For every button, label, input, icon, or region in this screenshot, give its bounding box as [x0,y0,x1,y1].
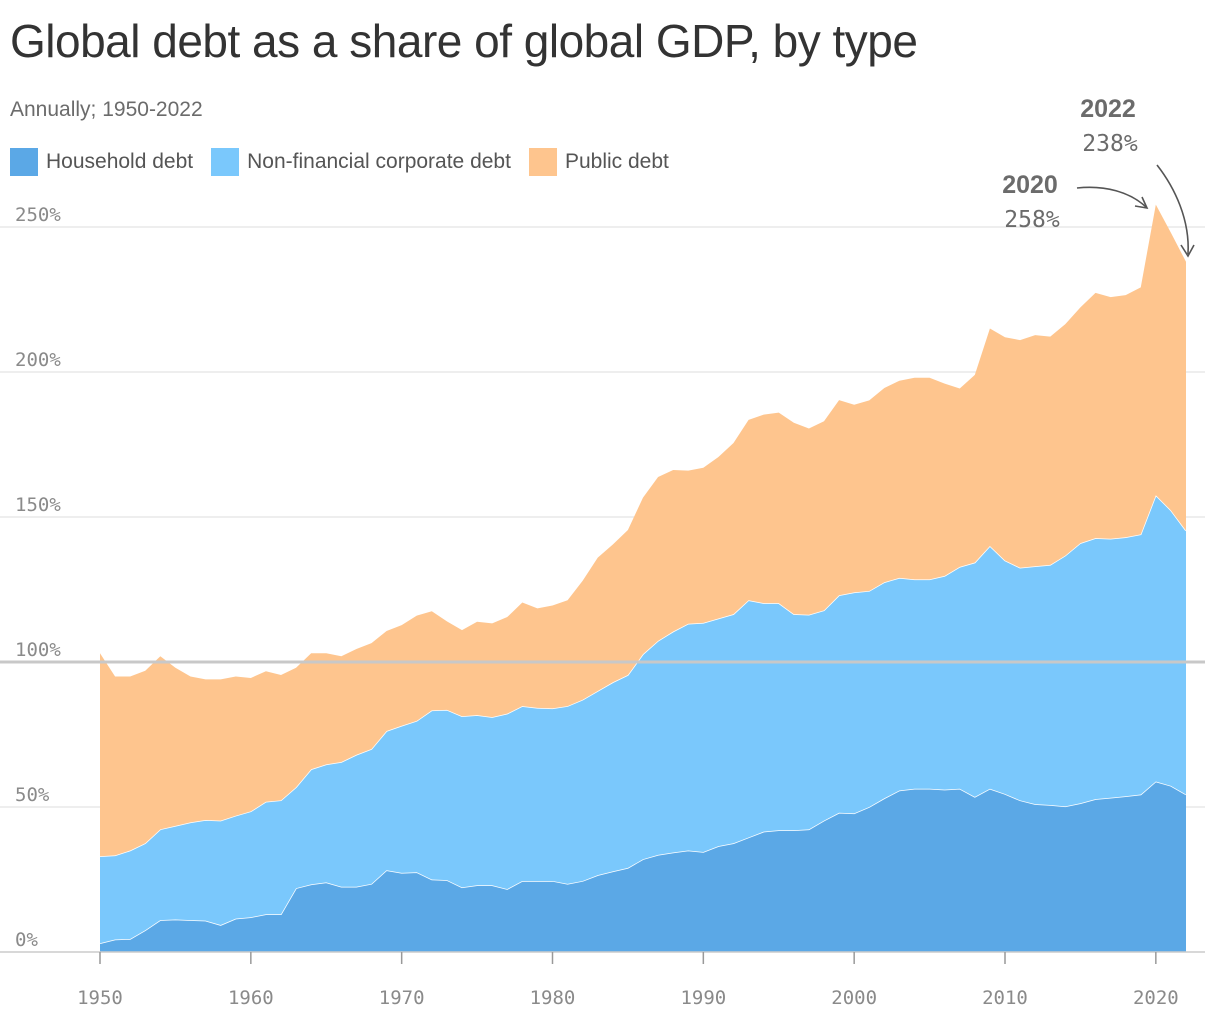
y-tick-label: 200% [15,349,61,371]
legend-label-public: Public debt [564,150,669,173]
x-tick-label: 1960 [228,987,274,1009]
chart-subtitle: Annually; 1950-2022 [10,98,203,121]
area-corporate [100,495,1186,944]
chart-title: Global debt as a share of global GDP, by… [10,15,918,67]
area-public [100,204,1186,857]
annotation-2022-arrow [1156,164,1189,255]
annotation-2020-arrow [1076,186,1147,208]
area-household [100,781,1186,952]
annotation-2020-year: 2020 [1002,171,1058,199]
legend-item-household: Household debt [10,148,193,176]
series-areas [99,204,1187,952]
y-tick-label: 50% [15,784,50,806]
x-tick-label: 2010 [982,987,1028,1009]
y-tick-label: 0% [15,929,38,951]
legend-item-public: Public debt [528,148,669,176]
legend-item-corporate: Non-financial corporate debt [211,148,511,176]
y-tick-label: 150% [15,494,61,516]
x-tick-label: 2020 [1133,987,1179,1009]
x-tick-label: 1980 [530,987,576,1009]
y-tick-label: 100% [15,639,61,661]
x-tick-label: 2000 [831,987,877,1009]
y-tick-label: 250% [15,204,61,226]
legend-swatch-public [528,148,557,176]
annotation-2020-arrowhead [1134,196,1149,210]
annotation-2022-value: 238% [1082,131,1138,157]
annotation-2022-arrowhead [1180,244,1195,258]
annotations: 2022 238% 2020 258% [1002,95,1195,258]
annotation-2020-value: 258% [1004,207,1060,233]
axes: 0% 50% 100% 150% 200% 250% 1950 1960 1970 1980 199… [0,204,1205,1009]
annotation-2022-year: 2022 [1080,95,1136,123]
legend-swatch-corporate [211,148,240,176]
x-tick-label: 1990 [680,987,726,1009]
legend-label-household: Household debt [46,150,194,173]
chart-legend: Household debt Non-financial corporate d… [10,148,687,176]
x-tick-label: 1950 [77,987,123,1009]
legend-label-corporate: Non-financial corporate debt [247,150,511,173]
legend-swatch-household [10,148,38,176]
x-tick-label: 1970 [379,987,425,1009]
